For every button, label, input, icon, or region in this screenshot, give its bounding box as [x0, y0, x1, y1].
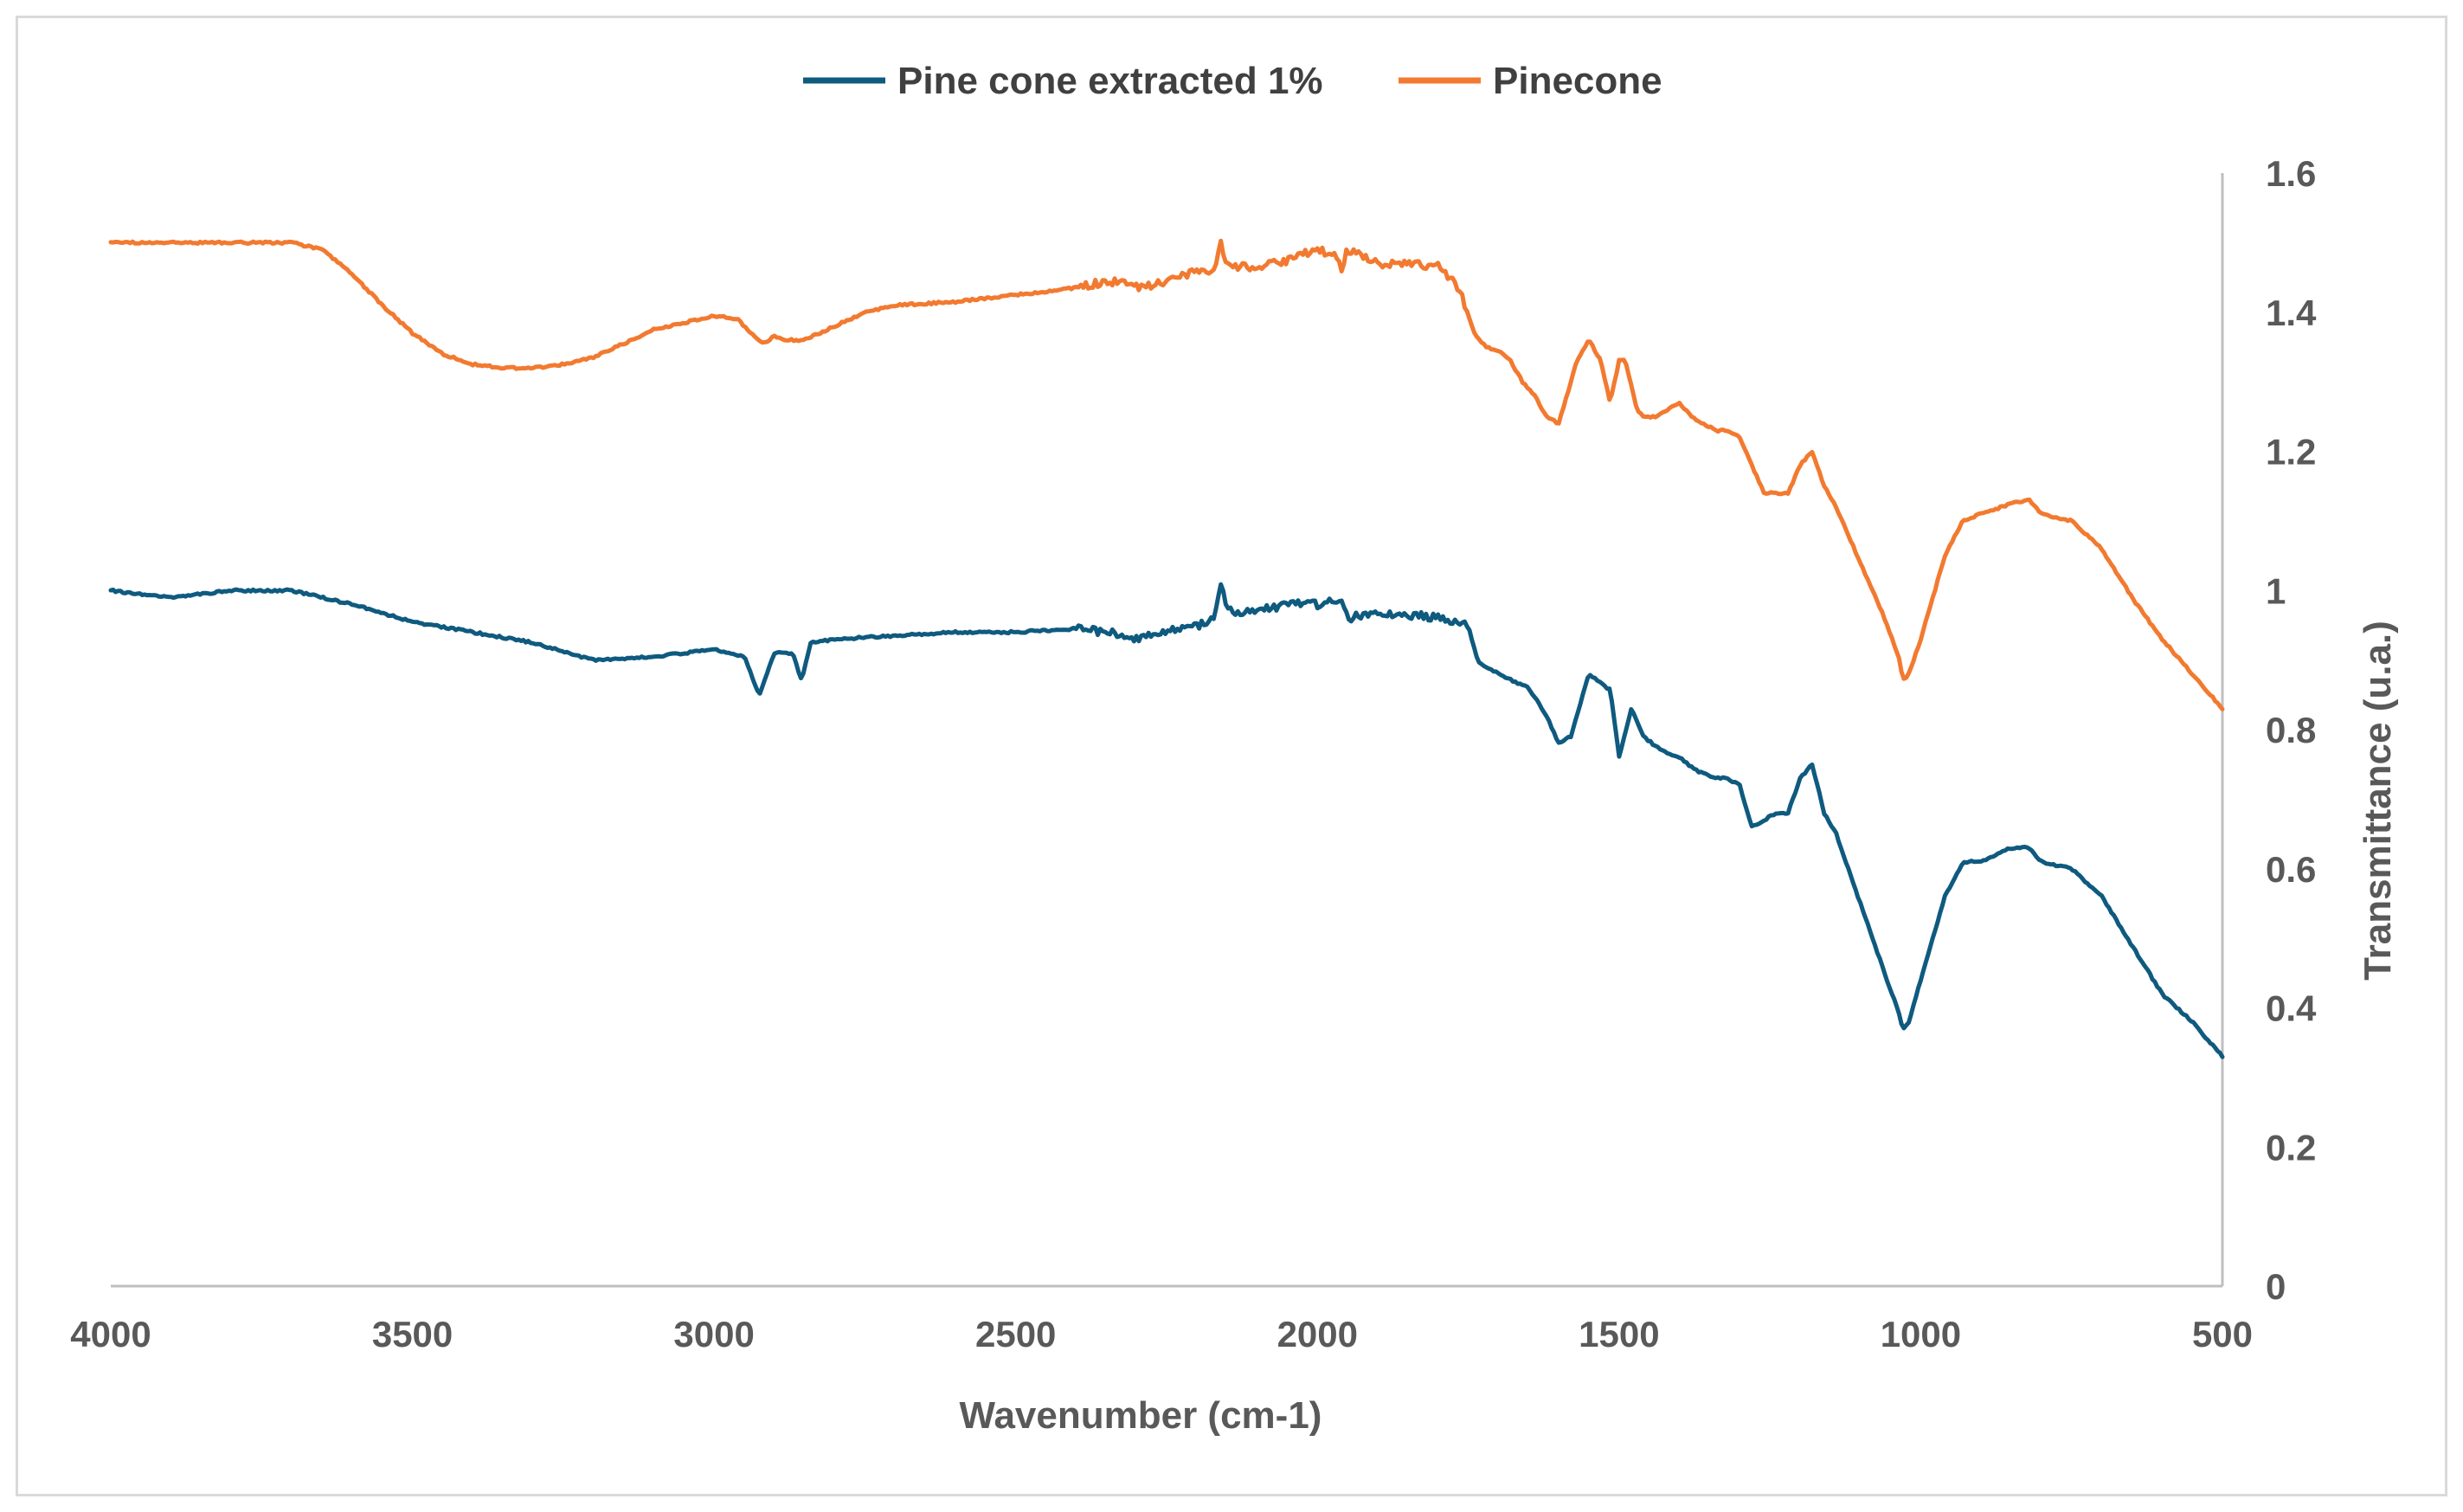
x-tick-label-2000: 2000 [1277, 1314, 1358, 1354]
legend-label-pinecone: Pinecone [1493, 60, 1662, 102]
x-tick-label-2500: 2500 [975, 1314, 1056, 1354]
legend: Pine cone extracted 1% Pinecone [803, 60, 1662, 102]
y-tick-label-1-4: 1.4 [2266, 293, 2317, 333]
legend-label-pine-cone-extracted: Pine cone extracted 1% [897, 60, 1323, 102]
x-tick-label-3000: 3000 [673, 1314, 754, 1354]
y-tick-label-0: 0 [2266, 1266, 2286, 1307]
axes: 4000 3500 3000 2500 2000 1500 1000 500 0 0.2 0.4 0.… [70, 153, 2317, 1354]
x-tick-label-1000: 1000 [1881, 1314, 1961, 1354]
x-tick-label-4000: 4000 [70, 1314, 151, 1354]
x-tick-label-3500: 3500 [372, 1314, 453, 1354]
x-tick-label-500: 500 [2192, 1314, 2253, 1354]
x-tick-label-1500: 1500 [1579, 1314, 1659, 1354]
x-axis-title: Wavenumber (cm-1) [960, 1394, 1322, 1437]
y-axis-title: Transmittance (u.a.) [2357, 621, 2399, 981]
series-line-pine-cone-extracted [108, 582, 2225, 1059]
y-tick-label-0-2: 0.2 [2266, 1127, 2316, 1168]
series-layer [108, 238, 2225, 1059]
y-tick-label-0-4: 0.4 [2266, 988, 2317, 1029]
y-tick-label-1-6: 1.6 [2266, 153, 2316, 194]
y-tick-label-1-2: 1.2 [2266, 432, 2316, 473]
y-tick-label-0-8: 0.8 [2266, 710, 2316, 750]
series-line-pinecone [108, 238, 2225, 711]
y-tick-label-1: 1 [2266, 570, 2286, 611]
chart-frame [16, 16, 2447, 1496]
y-tick-label-0-6: 0.6 [2266, 849, 2316, 890]
